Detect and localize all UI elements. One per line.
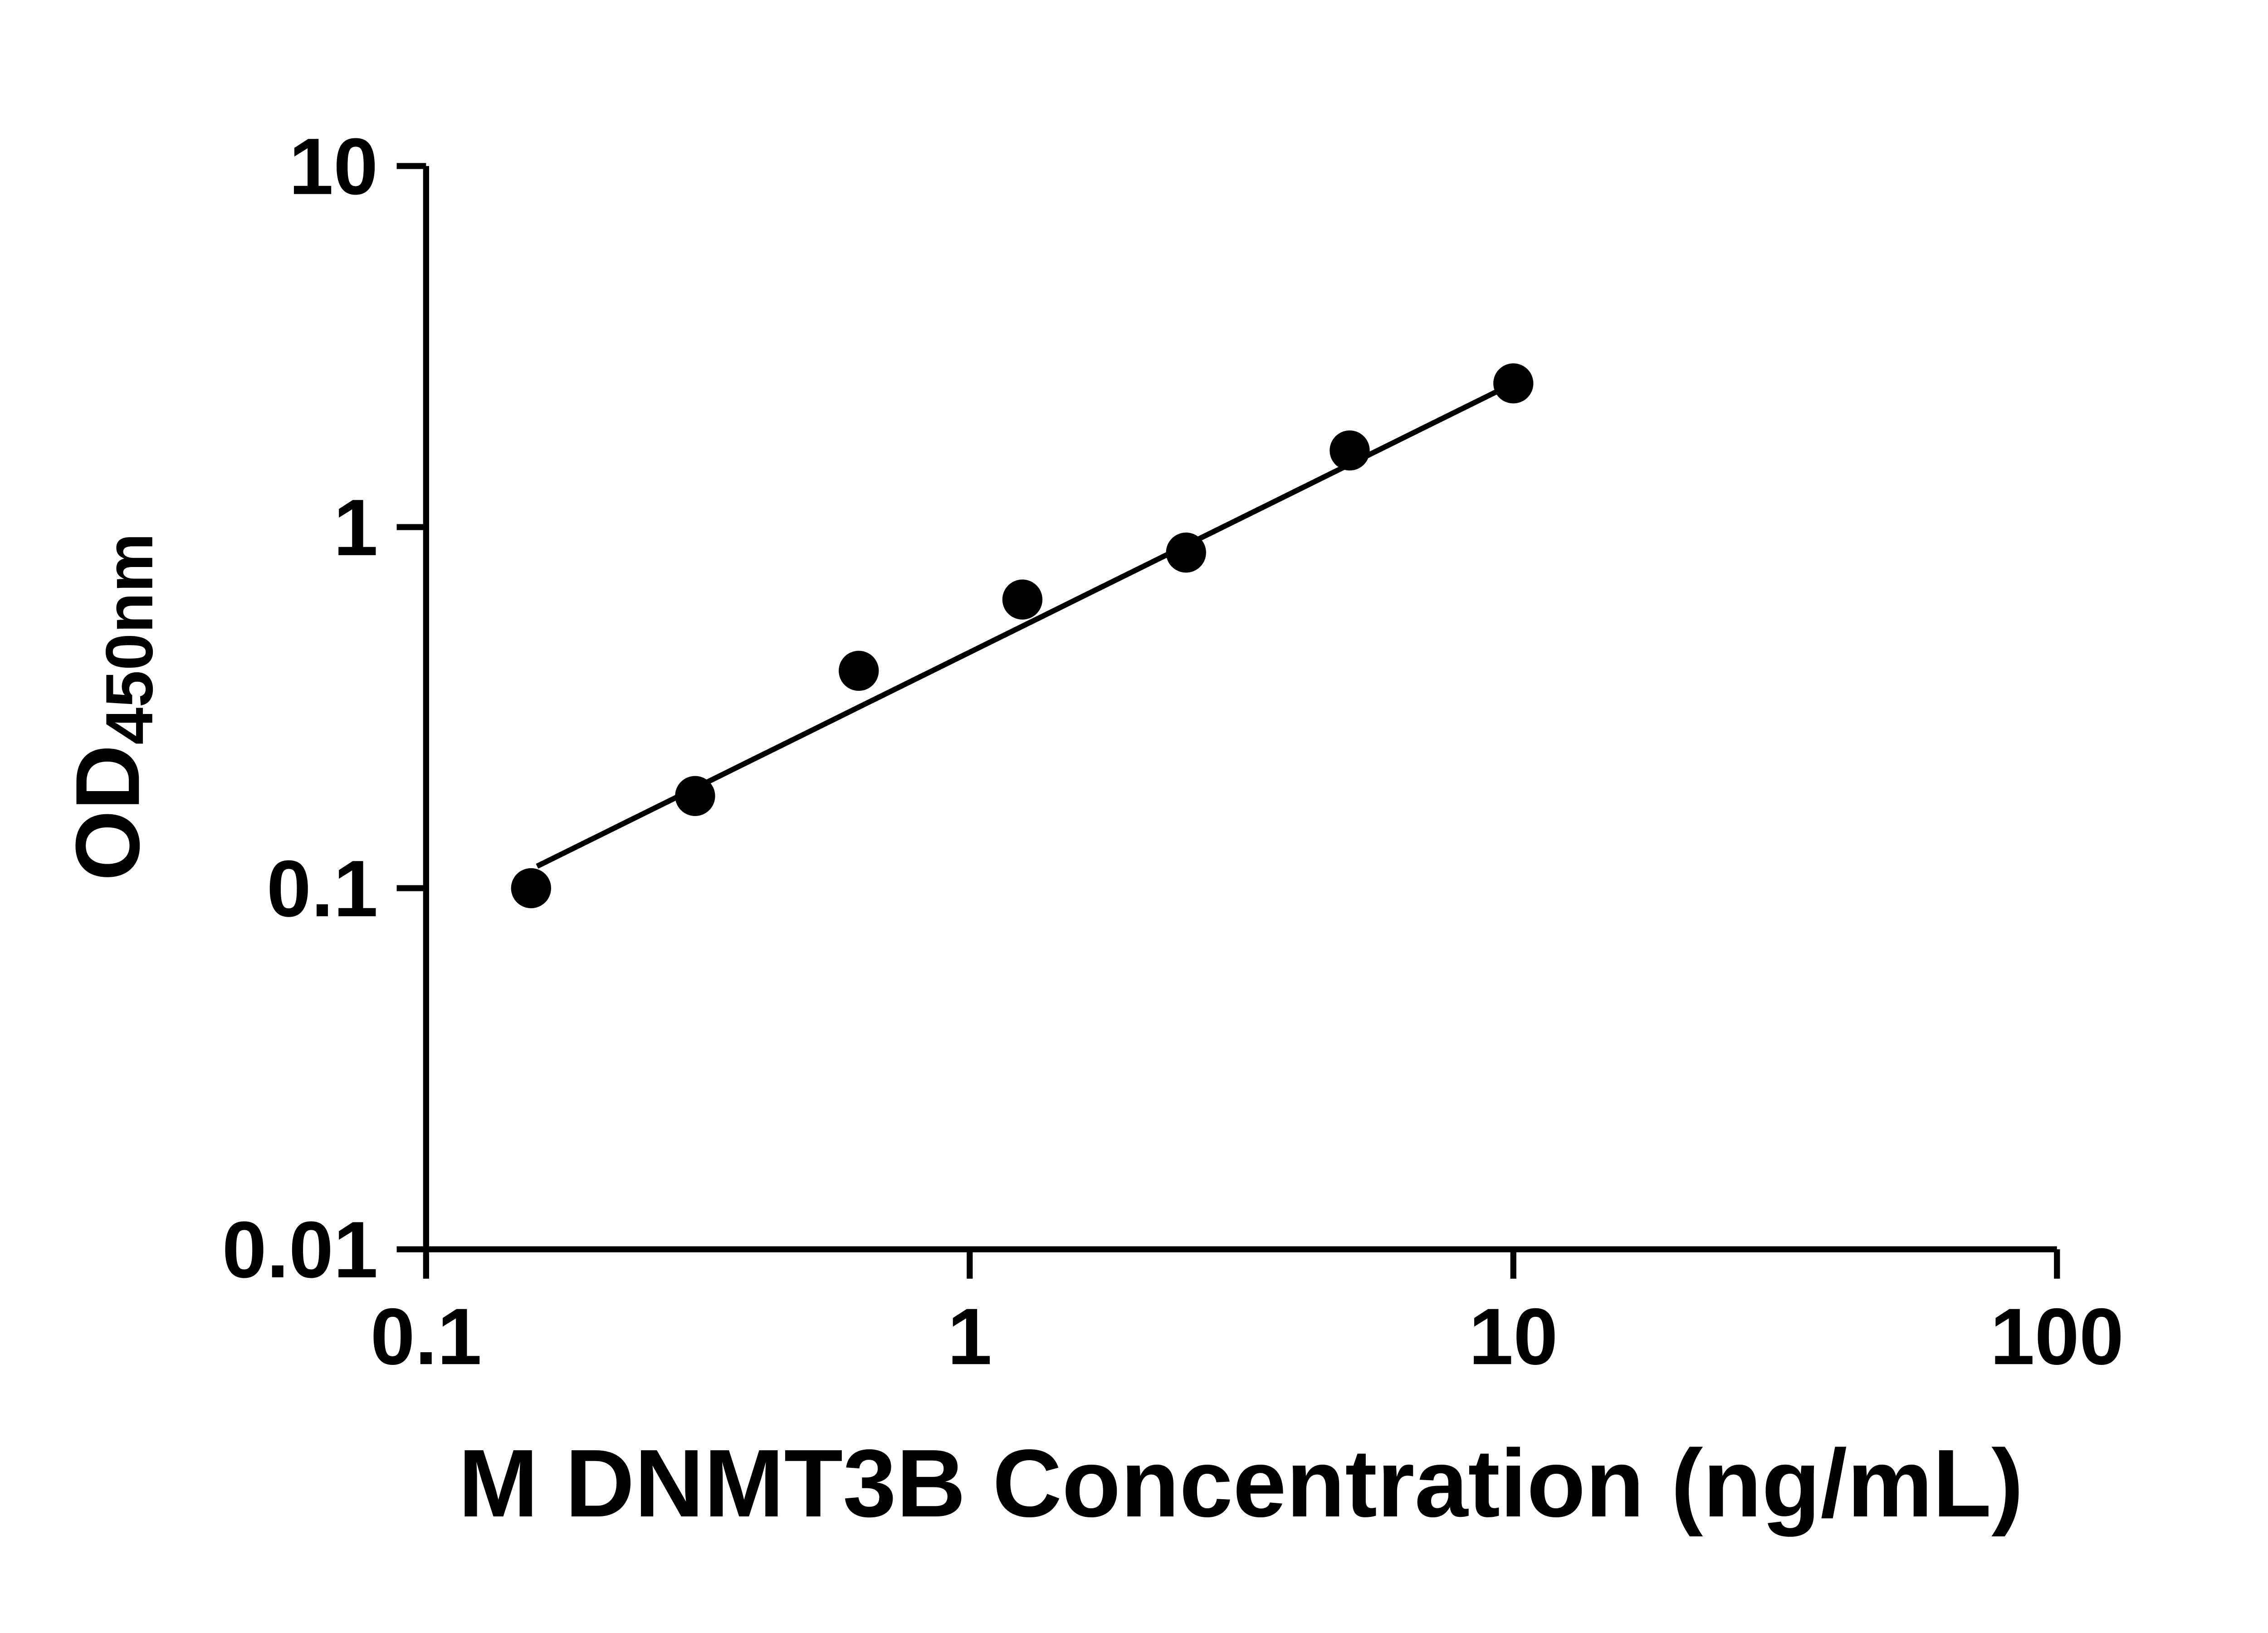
y-tick-label: 1 [333,483,378,572]
x-tick-label: 10 [1469,1292,1558,1381]
data-point [1002,579,1043,620]
data-point [1493,363,1534,404]
y-tick-label: 10 [289,122,378,211]
y-tick-label: 0.1 [267,844,378,934]
chart-background [0,15,2268,1618]
data-point [1330,430,1370,471]
x-tick-label: 0.1 [371,1292,482,1381]
y-tick-label: 0.01 [222,1205,378,1295]
data-point [511,868,551,909]
x-axis-title: M DNMT3B Concentration (ng/mL) [458,1429,2024,1537]
data-point [675,776,715,816]
data-point [1166,533,1206,573]
x-tick-label: 1 [948,1292,992,1381]
y-axis-title: OD450nm [57,533,166,881]
x-tick-label: 100 [1990,1292,2124,1381]
y-axis-title-sub: 450nm [93,533,167,744]
y-axis-title-main: OD [57,745,158,881]
data-point [839,650,879,691]
